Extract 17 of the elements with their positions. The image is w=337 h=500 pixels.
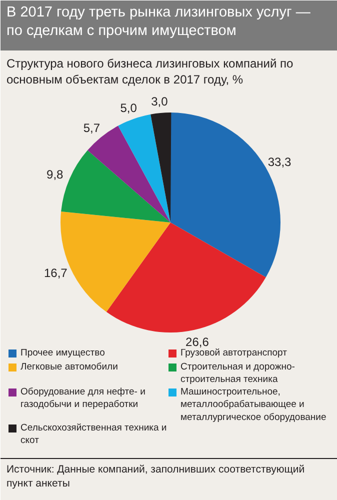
data-label: 26,6 <box>186 335 210 350</box>
data-label: 16,7 <box>44 266 68 280</box>
chart-title: В 2017 году треть рынка лизинговых услуг — по сделкам с прочим имуществом <box>6 4 311 39</box>
chart-subtitle: Структура нового бизнеса лизинговых компаний по основным объектам сделок в 2017 году, % <box>6 56 294 87</box>
legend-label: Строительная и дорожно-строительная техника <box>180 362 295 386</box>
text: Источник: Данные компаний, заполнивших соответствующий пункт анкеты <box>6 464 305 490</box>
legend-label: Машиностроительное, металлообрабатывающее и металлургическое оборудование <box>180 386 326 423</box>
legend-label: Легковые автомобили <box>20 362 118 372</box>
legend-label: Грузовой автотранспорт <box>180 348 288 358</box>
data-label: 5,0 <box>120 100 138 115</box>
legend-label: Прочее имущество <box>20 348 105 358</box>
data-label: 5,7 <box>83 120 100 135</box>
legend-label: Оборудование для нефте- и газодобычи и переработки <box>20 386 146 410</box>
legend-label: Сельскохозяйственная техника и скот <box>20 422 167 446</box>
data-label: 9,8 <box>46 168 64 182</box>
data-label: 3,0 <box>151 94 168 108</box>
data-label: 33,3 <box>268 154 292 169</box>
